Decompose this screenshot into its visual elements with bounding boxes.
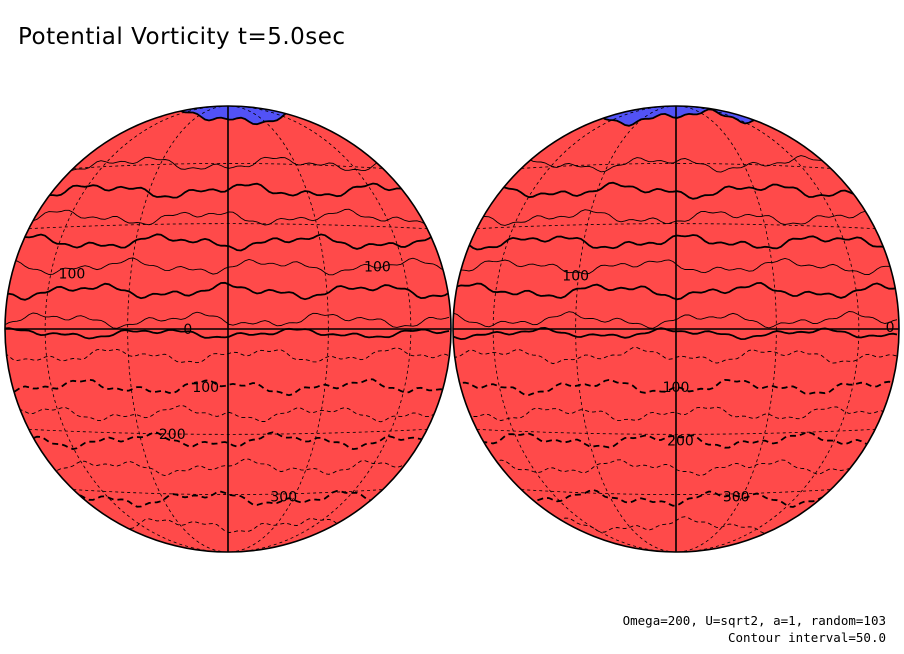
- contour-label-left-1: 100: [364, 260, 391, 276]
- contour-label-right-3: 200: [667, 434, 694, 450]
- right-hemisphere: 100 0 100 200 300: [452, 105, 900, 553]
- plot-title: Potential Vorticity t=5.0sec: [18, 24, 346, 50]
- left-hemisphere: 100 100 0 100 200 300: [4, 105, 452, 553]
- plot-footer: Omega=200, U=sqrt2, a=1, random=103 Cont…: [623, 612, 886, 646]
- contour-label-right-2: 100: [663, 380, 690, 396]
- contour-label-left-2: 0: [183, 322, 192, 338]
- contour-label-left-3: 100: [192, 380, 219, 396]
- contour-label-right-0: 100: [562, 268, 589, 284]
- contour-label-right-4: 300: [723, 489, 750, 505]
- interval-text: Contour interval=50.0: [727, 630, 886, 645]
- contour-label-left-0: 100: [59, 266, 86, 282]
- contour-label-right-1: 0: [886, 320, 895, 336]
- contour-label-left-4: 200: [159, 427, 186, 443]
- params-text: Omega=200, U=sqrt2, a=1, random=103: [622, 613, 886, 628]
- contour-label-left-5: 300: [270, 489, 297, 505]
